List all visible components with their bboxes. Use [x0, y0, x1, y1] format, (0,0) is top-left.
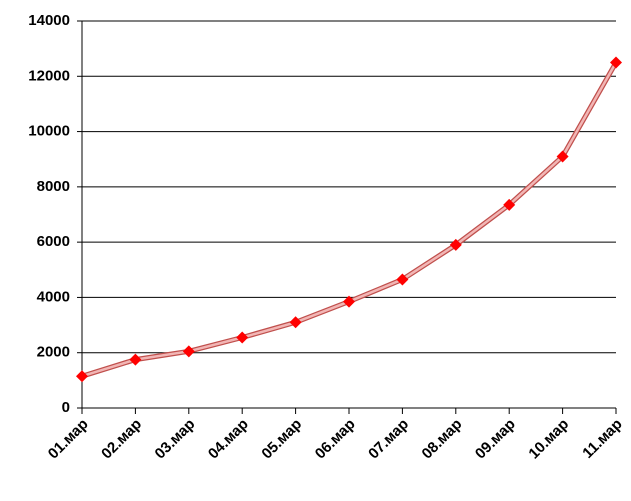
x-tick-label: 04.мар [205, 416, 252, 463]
y-tick-label: 2000 [37, 344, 70, 361]
marker [236, 331, 249, 344]
x-tick-label: 02.мар [98, 416, 145, 463]
y-tick-label: 0 [62, 399, 70, 416]
x-tick-label: 11.мар [579, 416, 625, 462]
marker [556, 150, 569, 163]
series-line-outline [81, 61, 619, 379]
y-tick-label: 14000 [28, 12, 70, 29]
x-tick-label: 10.мар [525, 416, 572, 463]
x-tick-label: 05.мар [258, 416, 305, 463]
x-tick-label: 06.мар [312, 416, 359, 463]
x-tick-label: 08.мар [419, 416, 466, 463]
y-tick-label: 4000 [37, 288, 70, 305]
marker [343, 295, 355, 308]
y-tick-label: 12000 [28, 67, 70, 84]
y-tick-label: 10000 [28, 123, 70, 140]
marker [182, 345, 195, 358]
marker [610, 56, 622, 69]
marker [503, 198, 516, 211]
x-tick-label: 07.мар [365, 416, 412, 463]
x-tick-label: 09.мар [472, 416, 519, 463]
marker [289, 316, 302, 329]
marker [396, 273, 409, 286]
y-tick-label: 6000 [37, 233, 70, 250]
x-tick-label: 01.мар [45, 416, 92, 463]
marker [129, 353, 142, 366]
marker [449, 238, 462, 251]
marker [76, 370, 88, 383]
series-line [81, 61, 618, 378]
y-tick-label: 8000 [37, 178, 70, 195]
x-tick-label: 03.мар [152, 416, 199, 463]
